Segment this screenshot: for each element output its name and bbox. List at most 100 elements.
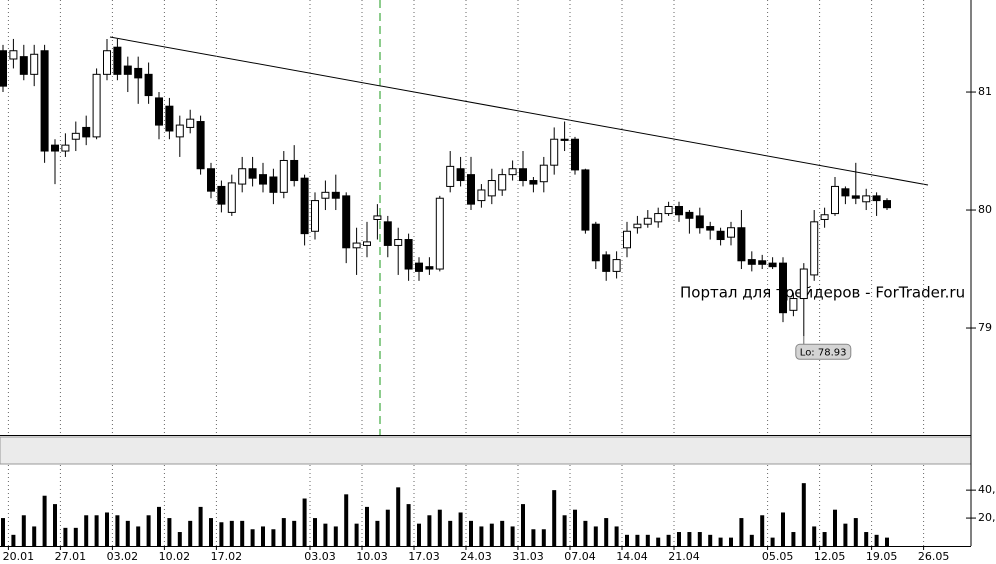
candle-body <box>612 259 621 272</box>
y-tick-label: 81 <box>978 85 992 98</box>
candle-body <box>872 195 881 202</box>
trend-line <box>109 36 929 186</box>
candle-body <box>477 189 486 202</box>
volume-bar <box>885 537 889 546</box>
candle-body <box>602 254 611 272</box>
volume-bar <box>21 515 26 546</box>
x-tick-label: 26.05 <box>918 550 950 563</box>
volume-bar <box>521 504 525 546</box>
volume-bar <box>645 534 650 546</box>
volume-bar <box>385 509 390 546</box>
candle-body <box>9 50 18 60</box>
candle-body <box>633 223 642 229</box>
x-tick-label: 10.03 <box>356 550 388 563</box>
candle-body <box>300 177 309 235</box>
candle-body <box>40 50 49 152</box>
volume-bar <box>53 504 57 546</box>
candle-body <box>571 138 579 171</box>
candle-body <box>498 174 507 191</box>
candle-body <box>789 298 798 311</box>
candle-body <box>664 205 673 215</box>
candle-body <box>352 242 361 249</box>
candle-body <box>831 185 839 215</box>
volume-bar <box>853 518 858 546</box>
volume-bar <box>791 532 796 546</box>
volume-bar <box>718 537 723 546</box>
volume-bar <box>42 495 47 546</box>
volume-bar <box>500 520 505 546</box>
candle-body <box>851 195 860 199</box>
volume-bar <box>333 526 338 546</box>
volume-bar <box>729 537 733 546</box>
candle-body <box>581 169 590 231</box>
volume-bar <box>250 529 255 546</box>
candle-body <box>321 191 330 199</box>
candle-body <box>706 226 715 231</box>
separator-panel <box>0 436 972 465</box>
candle-body <box>779 262 787 314</box>
volume-bar <box>188 520 193 546</box>
candle-body <box>758 260 767 265</box>
candle-body <box>61 144 70 152</box>
x-tick-label: 12.05 <box>814 550 846 563</box>
candle-body <box>196 121 205 170</box>
volume-bar <box>292 520 297 546</box>
candle-body <box>415 262 423 272</box>
volume-bar <box>406 504 411 546</box>
candle-body <box>290 159 299 182</box>
volume-bar <box>552 490 557 546</box>
volume-bar <box>167 518 172 546</box>
candle-body <box>508 168 517 176</box>
volume-bar <box>271 529 276 546</box>
candle-body <box>654 213 663 223</box>
x-tick-label: 20.01 <box>3 550 35 563</box>
candle-body <box>144 73 153 97</box>
candle-body <box>487 180 496 197</box>
x-tick-label: 17.03 <box>408 550 440 563</box>
volume-bar <box>541 529 546 546</box>
candle-body <box>103 50 111 75</box>
candle-body <box>373 215 382 220</box>
candle-body <box>539 164 548 183</box>
volume-bar <box>63 527 68 546</box>
volume-bar <box>427 515 432 546</box>
volume-bar <box>708 534 713 546</box>
volume-bar <box>822 532 827 546</box>
low-label: Lo: 78.93 <box>800 347 847 358</box>
candle-body <box>591 223 600 262</box>
volume-bar <box>625 534 629 546</box>
y-tick-label: 20,0 <box>978 511 996 524</box>
volume-bar <box>469 520 473 546</box>
candle-body <box>467 174 475 205</box>
volume-bar <box>240 520 245 546</box>
candle-body <box>155 97 163 126</box>
candle-body <box>342 195 351 249</box>
candle-body <box>768 262 777 268</box>
candle-body <box>92 73 101 138</box>
candle-body <box>456 168 465 182</box>
volume-bar <box>697 532 702 546</box>
volume-bar <box>302 498 307 546</box>
volume-bar <box>583 520 588 546</box>
candle-body <box>227 182 236 213</box>
x-tick-label: 17.02 <box>211 550 243 563</box>
candle-body <box>279 159 288 193</box>
volume-bar <box>32 526 37 546</box>
volume-bar <box>437 509 442 546</box>
volume-bar <box>11 534 16 546</box>
volume-bar <box>365 506 369 546</box>
candle-body <box>238 168 247 185</box>
x-tick-label: 24.03 <box>460 550 492 563</box>
volume-bar <box>874 534 879 546</box>
candle-body <box>446 165 455 187</box>
volume-bar <box>94 515 99 546</box>
volume-bar <box>573 509 577 546</box>
volume-bar <box>739 518 744 546</box>
volume-bar <box>531 529 536 546</box>
volume-bar <box>760 515 765 546</box>
candle-body <box>425 266 434 270</box>
volume-bar <box>105 512 109 546</box>
volume-bar <box>749 534 754 546</box>
candle-body <box>269 176 278 193</box>
